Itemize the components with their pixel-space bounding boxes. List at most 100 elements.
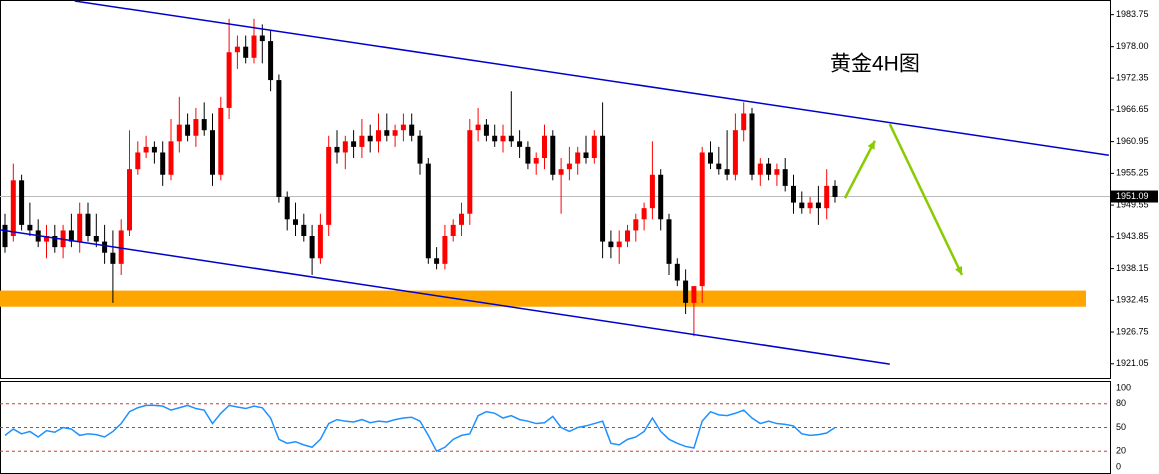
candle-body: [791, 185, 796, 203]
candle-body: [309, 235, 315, 259]
indicator-tick-label: 80: [1116, 398, 1126, 408]
candle-body: [52, 235, 58, 248]
last-price-label: 1951.09: [1116, 191, 1149, 201]
candle-body: [550, 135, 556, 175]
candle-body: [633, 219, 639, 231]
y-tick-label: 1960.95: [1116, 136, 1149, 146]
candle-body: [442, 235, 448, 264]
candle-body: [301, 224, 307, 236]
candle-body: [243, 46, 249, 58]
indicator-line: [4, 404, 836, 453]
candle-body: [658, 174, 664, 220]
candle-body: [782, 169, 788, 186]
candle-body: [508, 135, 514, 142]
candle-body: [160, 152, 166, 175]
candle-body: [400, 124, 406, 131]
arrow: [888, 123, 964, 276]
candle-body: [467, 130, 473, 214]
candle-body: [517, 141, 523, 147]
candle-body: [367, 135, 373, 142]
candle-body: [832, 185, 838, 198]
candle-body: [276, 80, 282, 198]
candle-body: [185, 124, 191, 136]
arrow-head: [867, 140, 875, 150]
candle-body: [492, 135, 498, 142]
candle-body: [666, 219, 672, 264]
candle-body: [683, 280, 689, 303]
y-tick-label: 1972.35: [1116, 73, 1149, 83]
candle-body: [450, 224, 456, 236]
candle-body: [27, 224, 33, 231]
candle-body: [766, 163, 772, 175]
candle-body: [135, 152, 141, 170]
channel-line: [74, 0, 1110, 156]
candle-body: [127, 169, 132, 231]
candle-body: [699, 152, 705, 287]
candle-body: [741, 113, 747, 131]
candle-body: [425, 163, 431, 259]
candle-body: [226, 52, 232, 108]
candle-body: [807, 202, 813, 209]
candle-body: [342, 141, 348, 153]
candle-body: [259, 35, 265, 42]
candle-body: [234, 46, 240, 53]
y-tick-label: 1938.15: [1116, 263, 1149, 273]
candle-body: [483, 124, 489, 136]
candle-body: [674, 263, 680, 281]
last-price-box: [1111, 190, 1158, 203]
candle-body: [566, 163, 572, 170]
candle-body: [649, 174, 655, 209]
candle-body: [575, 152, 581, 164]
candle-body: [102, 241, 108, 253]
candle-body: [533, 158, 539, 164]
candle-body: [799, 202, 805, 209]
candle-body: [210, 130, 215, 175]
candle-body: [691, 286, 697, 303]
chart-title: 黄金4H图: [830, 53, 920, 76]
candle-body: [201, 119, 207, 131]
support-zone: [0, 290, 1086, 307]
arrow: [843, 140, 876, 199]
candle-body: [459, 213, 464, 225]
arrow-head: [954, 265, 963, 275]
candle-body: [93, 235, 99, 242]
main-panel: [0, 0, 1111, 379]
candle-body: [824, 185, 830, 209]
candle-body: [376, 130, 381, 142]
y-tick-label: 1921.05: [1116, 358, 1149, 368]
indicator-tick-label: 50: [1116, 422, 1126, 432]
y-tick-label: 1955.25: [1116, 168, 1149, 178]
candle-body: [815, 202, 821, 209]
candle-body: [749, 113, 755, 175]
candle-body: [583, 152, 589, 159]
candle-body: [724, 169, 730, 175]
candle-body: [558, 169, 564, 175]
candle-body: [616, 241, 622, 248]
candle-body: [317, 224, 323, 259]
candle-body: [542, 135, 547, 159]
candle-body: [434, 258, 440, 264]
y-tick-label: 1966.65: [1116, 104, 1149, 114]
candle-body: [10, 180, 16, 236]
candle-body: [525, 146, 531, 164]
y-tick-label: 1949.55: [1116, 199, 1149, 209]
candle-body: [85, 213, 91, 236]
channel-line: [0, 229, 890, 365]
candle-body: [151, 146, 157, 153]
candle-body: [774, 169, 780, 175]
candle-body: [176, 124, 182, 142]
candle-body: [608, 241, 614, 248]
y-tick-label: 1926.75: [1116, 326, 1149, 336]
candle-body: [2, 224, 8, 248]
candle-body: [625, 230, 630, 242]
y-tick-label: 1983.75: [1116, 9, 1149, 19]
candle-body: [77, 213, 83, 242]
candle-body: [168, 141, 174, 175]
candle-body: [708, 152, 713, 164]
candle-body: [359, 135, 365, 147]
y-tick-label: 1978.00: [1116, 41, 1149, 51]
candle-body: [68, 230, 74, 242]
candle-body: [392, 130, 398, 136]
candle-body: [500, 135, 506, 142]
